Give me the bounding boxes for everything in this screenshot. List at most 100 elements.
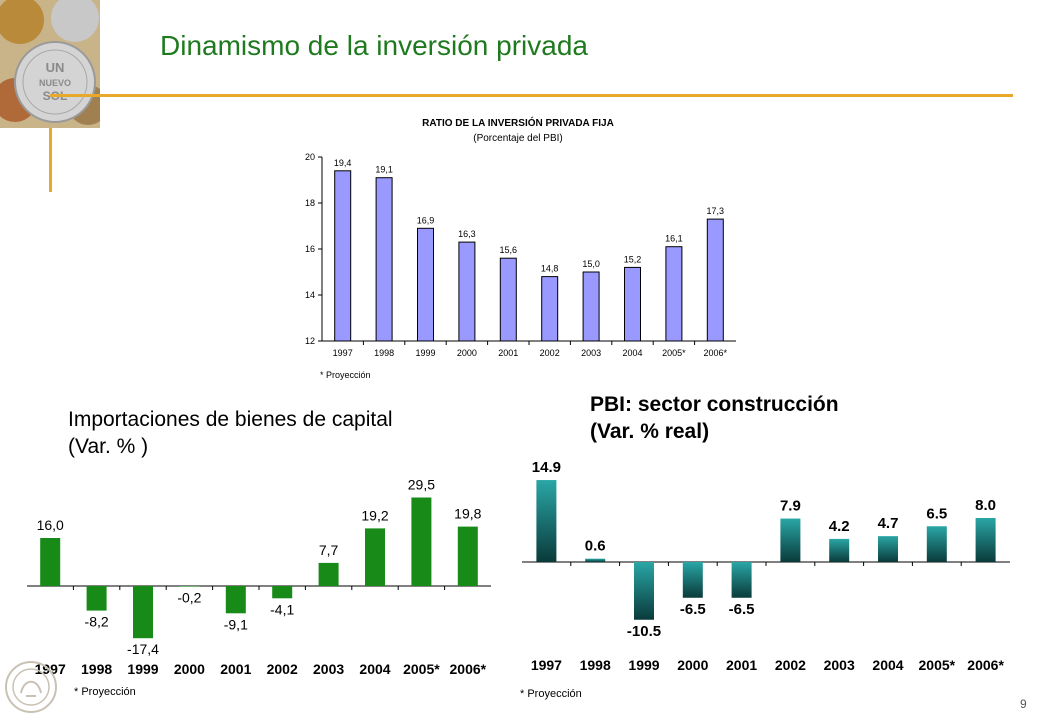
c3-bar [829,538,850,562]
c3-bar [975,518,996,562]
c3-category-label: 2004 [872,657,903,673]
chart1-bar [499,257,517,342]
chart1-y-tick-label: 18 [305,198,315,208]
c3-category-label: 1998 [580,657,611,673]
c2-data-label: -8,2 [85,614,109,630]
chart1-title: RATIO DE LA INVERSIÓN PRIVADA FIJA [422,116,614,129]
c3-category-label: 2005* [919,657,956,673]
chart1-y-tick-label: 20 [305,152,315,162]
chart1-data-label: 17,3 [707,206,725,216]
header-divider [50,94,1013,97]
c3-bar [536,480,557,562]
c3-data-label: 4.2 [829,518,850,535]
c3-data-label: 0.6 [585,538,606,555]
c3-data-label: 6.5 [926,505,947,522]
bcr-seal-icon [5,661,57,713]
c2-bar [40,538,61,586]
c3-bar [926,526,947,562]
c2-bar [86,586,107,611]
c3-category-label: 2006* [967,657,1004,673]
c2-category-label: 2002 [267,661,298,677]
c3-category-label: 2001 [726,657,757,673]
chart1-category-label: 2004 [622,348,642,358]
chart1-category-label: 2006* [704,348,728,358]
c2-bar [272,586,293,599]
c2-data-label: -4,1 [270,601,294,617]
chart1-category-label: 1998 [374,348,394,358]
c2-data-label: 29,5 [408,477,435,493]
chart1-category-label: 2005* [662,348,686,358]
chart1-bar [334,170,352,342]
chart1-data-label: 15,0 [582,259,600,269]
c3-data-label: 14.9 [532,459,561,476]
chart2-footnote: * Proyección [74,686,136,698]
chart1-category-label: 1999 [415,348,435,358]
chart1-category-label: 2003 [581,348,601,358]
chart1-data-label: 15,2 [624,254,642,264]
chart2-title-line1: Importaciones de bienes de capital [68,408,393,431]
chart1-data-label: 19,1 [375,165,393,175]
chart1-bar [706,218,724,342]
chart2-title-line2: (Var. % ) [68,435,148,458]
c3-data-label: -10.5 [627,623,661,640]
c3-category-label: 2003 [824,657,855,673]
c2-category-label: 1998 [81,661,112,677]
c3-bar [634,562,654,620]
c2-category-label: 2006* [450,661,487,677]
c3-category-label: 2000 [677,657,708,673]
c2-bar [179,586,200,587]
chart1-category-label: 1997 [333,348,353,358]
chart1-bar [665,246,683,342]
chart1-data-label: 14,8 [541,264,559,274]
page-number: 9 [1020,697,1027,711]
c2-category-label: 2001 [220,661,251,677]
c3-category-label: 1999 [628,657,659,673]
chart1-bar [541,276,559,342]
c3-data-label: 4.7 [878,515,899,532]
c2-bar [365,528,385,586]
coin-text-2: NUEVO [39,78,71,88]
chart1-data-label: 16,1 [665,234,683,244]
chart1-category-label: 2000 [457,348,477,358]
c2-bar [225,586,246,614]
c2-data-label: 16,0 [37,517,64,533]
chart1-data-label: 16,3 [458,229,476,239]
chart1-category-label: 2002 [540,348,560,358]
chart1-bar [458,241,476,342]
c2-data-label: -17,4 [127,641,159,657]
c2-category-label: 1999 [127,661,158,677]
c3-bar [682,562,703,598]
chart1-y-tick-label: 12 [305,336,315,346]
c2-data-label: 19,2 [361,507,388,523]
c2-bar [133,586,153,639]
c3-category-label: 2002 [775,657,806,673]
chart3-title-line2: (Var. % real) [590,420,709,443]
c2-category-label: 2004 [359,661,390,677]
page-title: Dinamismo de la inversión privada [160,30,588,61]
chart1-data-label: 15,6 [500,245,518,255]
c2-category-label: 2000 [174,661,205,677]
chart3-title-line1: PBI: sector construcción [590,393,839,416]
c3-data-label: 8.0 [975,497,996,514]
c3-category-label: 1997 [531,657,562,673]
c2-bar [411,497,432,586]
c2-data-label: -0,2 [177,590,201,606]
chart3-footnote: * Proyección [520,688,582,700]
chart1-bar [582,271,600,342]
c3-bar [878,536,898,562]
c2-category-label: 2003 [313,661,344,677]
c2-category-label: 2005* [403,661,440,677]
c3-bar [731,562,752,598]
c2-data-label: -9,1 [224,616,248,632]
chart1-y-tick-label: 14 [305,290,315,300]
chart1-subtitle: (Porcentaje del PBI) [473,133,563,144]
c3-bar [585,558,606,562]
coin-text-1: UN [46,60,65,75]
c2-data-label: 7,7 [319,542,339,558]
c2-bar [457,526,478,586]
c3-bar [780,518,801,562]
chart1-bar [417,227,434,342]
